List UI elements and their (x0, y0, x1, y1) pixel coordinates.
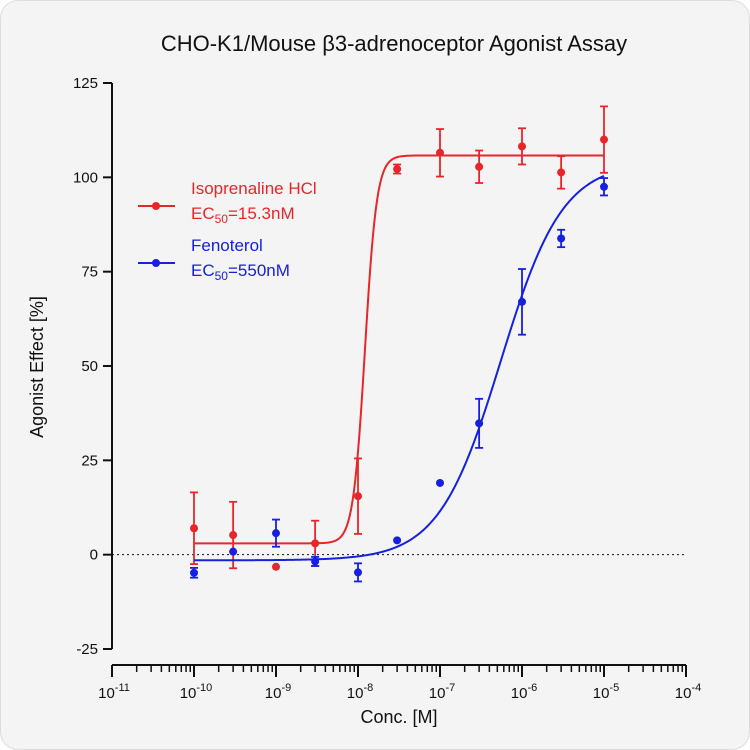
legend-name-1: Fenoterol (191, 236, 263, 255)
data-point-series-1 (518, 297, 526, 306)
data-point-series-0 (475, 162, 484, 171)
y-tick-label-0: 125 (73, 75, 98, 92)
data-point-series-1 (393, 536, 402, 545)
data-point-series-0 (229, 531, 238, 540)
plot-area: 125 100 75 50 25 0 -25 10-11 10-10 10-9 10-8 10-7 10… (73, 75, 701, 702)
legend-ec50-0: EC50=15.3nM (191, 204, 295, 226)
x-tick-label-7: 10-4 (675, 682, 701, 702)
data-point-series-0 (557, 168, 566, 177)
y-axis-label: Agonist Effect [%] (27, 296, 47, 438)
y-tick-label-4: 25 (81, 452, 98, 469)
data-point-series-1 (229, 547, 238, 556)
legend-ec50-1: EC50=550nM (191, 261, 290, 283)
data-point-series-1 (600, 182, 608, 191)
y-tick-label-5: 0 (90, 547, 98, 564)
y-tick-label-2: 75 (81, 264, 98, 281)
data-point-series-1 (311, 557, 320, 566)
x-tick-label-3: 10-8 (347, 682, 373, 702)
data-point-series-0 (190, 524, 198, 533)
data-point-series-1 (190, 568, 198, 577)
y-tick-label-1: 100 (73, 169, 98, 186)
data-point-series-0 (436, 148, 444, 157)
data-point-series-0 (600, 135, 608, 144)
x-tick-label-1: 10-10 (180, 682, 213, 702)
x-tick-label-4: 10-7 (429, 682, 455, 702)
data-point-series-0 (354, 492, 362, 501)
legend-marker-0 (152, 202, 160, 210)
data-point-series-1 (272, 529, 280, 538)
data-point-series-1 (557, 234, 566, 243)
x-axis-label: Conc. [M] (360, 707, 437, 727)
data-point-series-0 (393, 165, 402, 174)
fit-curve-series-0 (194, 154, 604, 545)
x-tick-label-2: 10-9 (265, 682, 291, 702)
data-point-series-0 (272, 562, 280, 571)
fit-curve-series-1 (194, 174, 605, 562)
y-tick-label-3: 50 (81, 358, 98, 375)
legend-marker-1 (152, 259, 160, 267)
data-point-series-1 (475, 419, 484, 428)
x-tick-label-0: 10-11 (98, 682, 130, 702)
data-point-series-1 (436, 478, 444, 487)
data-point-series-0 (311, 539, 320, 548)
data-point-series-0 (518, 142, 526, 151)
legend-name-0: Isoprenaline HCl (191, 179, 317, 198)
x-tick-label-6: 10-5 (593, 682, 619, 702)
chart-title: CHO-K1/Mouse β3-adrenoceptor Agonist Ass… (161, 31, 627, 56)
data-point-series-1 (354, 568, 362, 577)
x-tick-label-5: 10-6 (511, 682, 537, 702)
y-tick-label-6: -25 (76, 641, 98, 658)
